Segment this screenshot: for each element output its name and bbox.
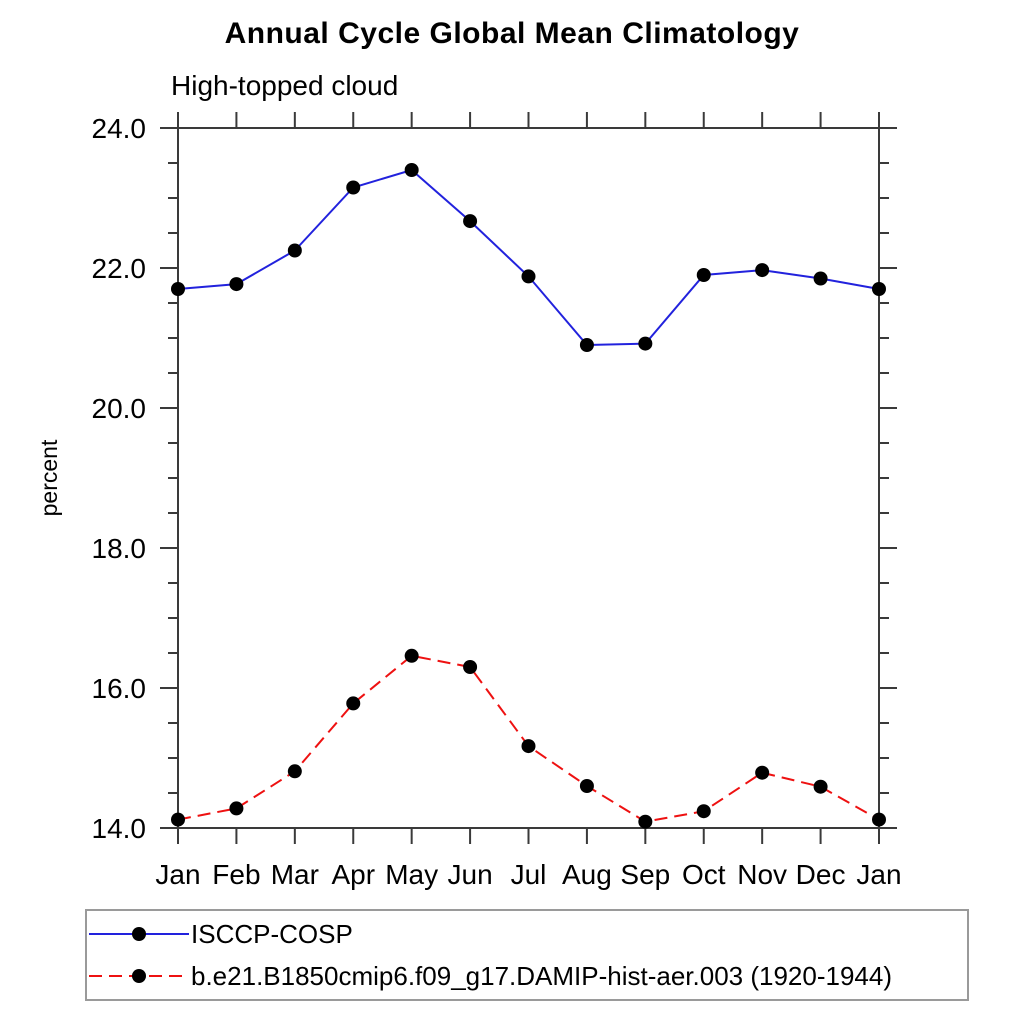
data-point-marker: [346, 180, 361, 195]
x-tick-label: Apr: [331, 859, 375, 890]
data-point-marker: [521, 269, 536, 284]
x-tick-label: Mar: [271, 859, 319, 890]
chart-subtitle: High-topped cloud: [171, 70, 399, 101]
data-point-marker: [813, 271, 828, 286]
x-tick-label: Jul: [511, 859, 547, 890]
data-point-marker: [287, 243, 302, 258]
x-tick-label: Sep: [620, 859, 670, 890]
y-tick-label: 20.0: [92, 393, 147, 424]
data-point-marker: [521, 739, 536, 754]
data-point-marker: [579, 779, 594, 793]
data-point-marker: [638, 336, 653, 351]
data-point-marker: [872, 812, 886, 827]
x-tick-label: Feb: [212, 859, 260, 890]
series-1: [171, 648, 886, 829]
x-tick-label: Jan: [155, 859, 200, 890]
y-tick-label: 18.0: [92, 533, 147, 564]
data-point-marker: [229, 801, 244, 816]
x-axis-ticks: Jan Feb Mar Apr May Jun Jul Aug Sep Oct Nov Dec Jan: [155, 112, 902, 890]
data-point-marker: [755, 263, 770, 278]
data-point-marker: [463, 660, 478, 674]
data-point-marker: [755, 765, 770, 780]
x-tick-label: Oct: [682, 859, 726, 890]
data-point-marker: [638, 814, 653, 829]
data-point-marker: [346, 696, 361, 711]
legend-solid-line-icon: [89, 927, 189, 941]
data-point-marker: [171, 282, 185, 296]
data-point-marker: [813, 779, 828, 794]
series-0: [171, 163, 886, 352]
data-point-marker: [404, 648, 419, 663]
legend-item-isccp: ISCCP-COSP: [87, 913, 967, 955]
data-point-marker: [463, 214, 478, 229]
x-tick-label: May: [385, 859, 438, 890]
data-point-marker: [287, 764, 302, 779]
x-tick-label: Nov: [737, 859, 787, 890]
legend-dashed-line-icon: [89, 969, 189, 983]
data-point-marker: [696, 804, 711, 819]
legend-item-model: b.e21.B1850cmip6.f09_g17.DAMIP-hist-aer.…: [87, 955, 967, 997]
x-tick-label: Jan: [856, 859, 901, 890]
data-point-marker: [404, 163, 419, 177]
legend-box: ISCCP-COSP b.e21.B1850cmip6.f09_g17.DAMI…: [85, 909, 969, 1001]
legend-label-isccp: ISCCP-COSP: [191, 918, 353, 949]
data-point-marker: [872, 282, 886, 296]
plot-frame: [177, 127, 880, 829]
data-point-marker: [696, 268, 711, 282]
y-tick-label: 24.0: [92, 113, 147, 144]
legend-label-model: b.e21.B1850cmip6.f09_g17.DAMIP-hist-aer.…: [191, 960, 892, 991]
data-point-marker: [229, 277, 244, 292]
y-axis-title: percent: [36, 439, 62, 516]
y-tick-label: 16.0: [92, 673, 147, 704]
x-tick-label: Dec: [796, 859, 846, 890]
data-point-marker: [171, 812, 185, 827]
y-tick-label: 14.0: [92, 813, 147, 844]
y-axis-ticks: 14.0 16.0 18.0 20.0 22.0 24.0: [92, 113, 897, 844]
x-tick-label: Jun: [448, 859, 493, 890]
y-tick-label: 22.0: [92, 253, 147, 284]
y-axis-label: percent: [36, 439, 62, 516]
x-tick-label: Aug: [562, 859, 612, 890]
data-point-marker: [579, 338, 594, 352]
chart-title: Annual Cycle Global Mean Climatology: [224, 17, 800, 50]
